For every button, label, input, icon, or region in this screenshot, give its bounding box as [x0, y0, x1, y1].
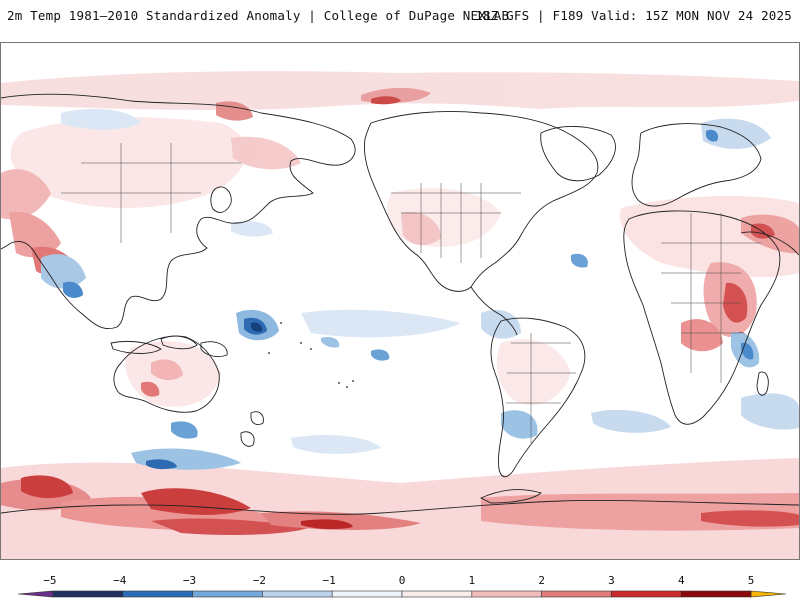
colorbar-segment	[680, 590, 752, 598]
map-title: 2m Temp 1981–2010 Standardized Anomaly |…	[7, 8, 510, 23]
colorbar-segment	[750, 590, 787, 598]
colorbar-tick-label: −1	[323, 574, 336, 587]
colorbar-segment	[52, 590, 124, 598]
warm-anomaly-areas	[1, 71, 799, 559]
colorbar-tick-label: 0	[399, 574, 406, 587]
anomaly-map	[0, 42, 800, 560]
colorbar-tick-label: 5	[748, 574, 755, 587]
colorbar-tick-label: −4	[113, 574, 127, 587]
cold-anomaly-areas	[41, 108, 799, 470]
colorbar-segment	[611, 590, 682, 598]
model-run-info: 18Z GFS | F189 Valid: 15Z MON NOV 24 202…	[475, 8, 792, 23]
world-map-svg	[1, 43, 799, 559]
colorbar-tick-label: 2	[538, 574, 545, 587]
pacific-islands	[268, 322, 354, 388]
colorbar-tick-label: 4	[678, 574, 685, 587]
political-borders	[61, 143, 761, 443]
colorbar-svg: −5 −4 −3 −2 −1 0 1 2 3 4 5	[17, 574, 787, 598]
colorbar-tick-label: −3	[183, 574, 196, 587]
colorbar-segment	[192, 590, 263, 598]
colorbar-segment	[541, 590, 612, 598]
colorbar-segment	[122, 590, 193, 598]
colorbar: −5 −4 −3 −2 −1 0 1 2 3 4 5	[0, 566, 800, 600]
colorbar-tick-label: −2	[253, 574, 266, 587]
colorbar-segment	[471, 590, 542, 598]
map-header: 2m Temp 1981–2010 Standardized Anomaly |…	[0, 0, 800, 30]
colorbar-segment	[17, 590, 54, 598]
colorbar-segment	[331, 590, 403, 598]
colorbar-segment	[262, 590, 333, 598]
colorbar-tick-label: 1	[469, 574, 476, 587]
colorbar-tick-label: −5	[43, 574, 56, 587]
coastlines	[1, 93, 799, 515]
colorbar-segment	[401, 590, 473, 598]
colorbar-tick-label: 3	[608, 574, 615, 587]
